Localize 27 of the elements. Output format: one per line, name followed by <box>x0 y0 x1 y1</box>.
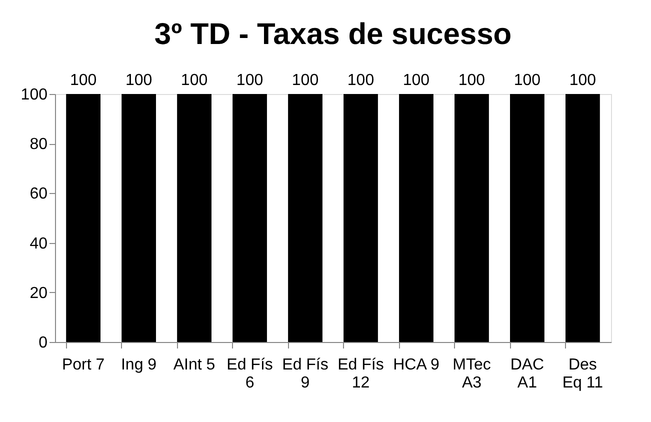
x-tick-label: HCA 9 <box>393 356 440 374</box>
y-tick-label: 60 <box>30 186 48 203</box>
x-tick-label: Ed Fís 6 <box>226 356 273 392</box>
data-label: 100 <box>514 72 541 89</box>
data-label: 100 <box>236 72 264 89</box>
data-label: 100 <box>125 72 152 89</box>
y-tick-label: 80 <box>30 136 48 154</box>
chart-title: 3º TD - Taxas de sucesso <box>154 18 512 51</box>
x-tick-label: Ed Fís 12 <box>338 356 384 392</box>
y-tick-label: 0 <box>38 334 48 352</box>
x-tick-label: Port 7 <box>62 356 105 374</box>
x-tick-label: DAC A1 <box>510 356 544 392</box>
data-label: 100 <box>180 72 208 89</box>
y-tick-label: 40 <box>30 235 48 252</box>
y-tick-label: 100 <box>20 86 48 104</box>
data-label: 100 <box>458 72 486 89</box>
x-tick-label: MTec A3 <box>452 356 491 392</box>
data-label: 100 <box>70 72 97 89</box>
x-tick-label: AInt 5 <box>173 356 216 374</box>
data-label: 100 <box>347 72 374 89</box>
x-tick-label: Ing 9 <box>120 356 157 374</box>
data-label: 100 <box>292 72 319 89</box>
y-tick-label: 20 <box>30 284 48 302</box>
data-label: 100 <box>402 72 430 89</box>
x-tick-label: Des Eq 11 <box>562 356 604 392</box>
x-tick-label: Ed Fís 9 <box>282 356 328 392</box>
data-label: 100 <box>569 72 596 89</box>
